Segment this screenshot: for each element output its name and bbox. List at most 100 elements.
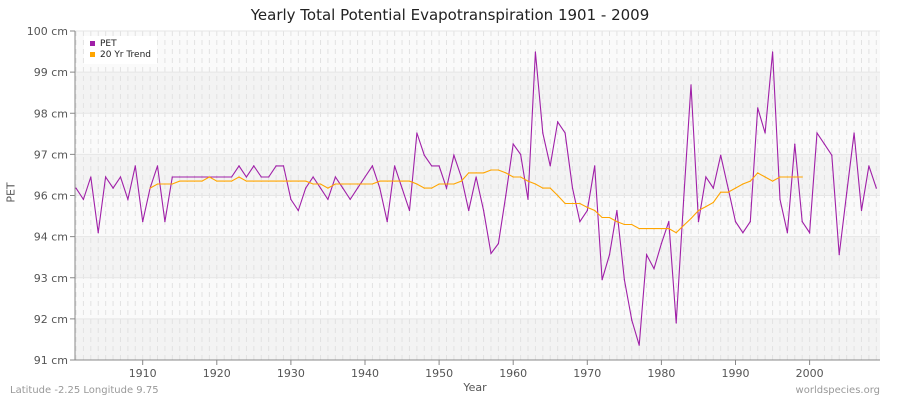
pet-point [445, 187, 448, 189]
pet-point [860, 209, 863, 212]
pet-point [223, 176, 225, 178]
trend-point [386, 180, 388, 182]
pet-point [416, 132, 418, 134]
trend-point [482, 172, 485, 174]
x-tick-label: 1960 [499, 367, 527, 380]
pet-point [179, 176, 181, 178]
pet-point [201, 176, 203, 178]
trend-point [275, 180, 277, 182]
pet-point [423, 154, 425, 156]
pet-point [105, 176, 107, 178]
pet-point [394, 165, 396, 167]
pet-point [542, 132, 544, 134]
trend-point [468, 172, 470, 174]
pet-point [460, 176, 462, 178]
pet-point [171, 176, 173, 178]
pet-point [734, 221, 737, 223]
trend-point [297, 180, 299, 182]
trend-point [727, 191, 729, 193]
pet-point [82, 198, 85, 201]
pet-point [608, 254, 611, 256]
pet-point [838, 254, 840, 256]
pet-point [312, 176, 314, 178]
pet-point [520, 153, 522, 155]
pet-point [816, 132, 818, 134]
trend-point [534, 183, 537, 185]
legend-item-pet: PET [90, 39, 151, 50]
pet-point [557, 121, 559, 123]
pet-point [601, 279, 603, 281]
trend-point [690, 217, 692, 220]
pet-point [594, 165, 596, 167]
trend-point [401, 180, 403, 182]
pet-point [401, 187, 403, 189]
legend-label-pet: PET [100, 39, 117, 49]
trend-point [356, 183, 359, 185]
trend-point [201, 180, 203, 182]
trend-point [801, 176, 803, 178]
pet-point [809, 232, 811, 234]
pet-point [749, 221, 751, 223]
pet-point [683, 199, 685, 202]
x-tick-label: 1940 [351, 367, 379, 380]
y-tick-label: 99 cm [34, 66, 68, 79]
pet-point [853, 132, 855, 134]
trend-point [497, 169, 499, 171]
legend-label-trend: 20 Yr Trend [100, 50, 152, 60]
location-label: Latitude -2.25 Longitude 9.75 [10, 385, 159, 396]
pet-point [764, 132, 766, 134]
pet-point [645, 254, 648, 256]
x-tick-label: 1930 [277, 367, 305, 380]
trend-point [712, 201, 714, 204]
trend-point [394, 180, 396, 182]
x-tick-label: 1910 [129, 367, 157, 380]
trend-point [675, 232, 677, 234]
trend-point [438, 183, 440, 185]
trend-point [193, 180, 196, 182]
pet-point [616, 209, 618, 212]
trend-point [512, 176, 514, 178]
trend-point [549, 187, 551, 189]
trend-point [223, 180, 225, 182]
pet-point [379, 187, 381, 189]
trend-point [231, 180, 233, 182]
trend-point [416, 183, 418, 185]
grid-band [75, 195, 880, 237]
pet-point [757, 107, 759, 109]
trend-point [290, 180, 292, 182]
pet-point [282, 165, 285, 167]
trend-point [705, 206, 707, 208]
trend-point [171, 183, 173, 185]
pet-point [527, 198, 529, 201]
pet-point [156, 165, 159, 167]
pet-point [386, 221, 388, 223]
trend-point [757, 172, 759, 174]
trend-point [571, 202, 574, 205]
pet-point [468, 209, 470, 212]
trend-point [557, 194, 559, 197]
pet-point [868, 165, 870, 167]
pet-point [112, 187, 114, 189]
grid-band [75, 113, 880, 155]
trend-point [156, 183, 159, 185]
trend-point [453, 183, 455, 185]
pet-point [638, 344, 640, 346]
pet-point [779, 198, 781, 201]
pet-point [490, 252, 492, 255]
pet-point [675, 322, 677, 324]
y-tick-label: 100 cm [27, 25, 68, 38]
trend-point [764, 176, 766, 178]
grid-band [75, 277, 880, 319]
x-tick-label: 1990 [722, 367, 750, 380]
legend-swatch-trend [90, 52, 95, 57]
trend-point [749, 180, 751, 182]
pet-point [668, 221, 670, 223]
pet-point [786, 232, 788, 234]
pet-point [90, 176, 92, 178]
pet-point [364, 176, 366, 178]
trend-point [653, 228, 655, 230]
pet-point [134, 165, 136, 167]
trend-point [282, 180, 285, 182]
y-tick-label: 96 cm [34, 190, 68, 203]
